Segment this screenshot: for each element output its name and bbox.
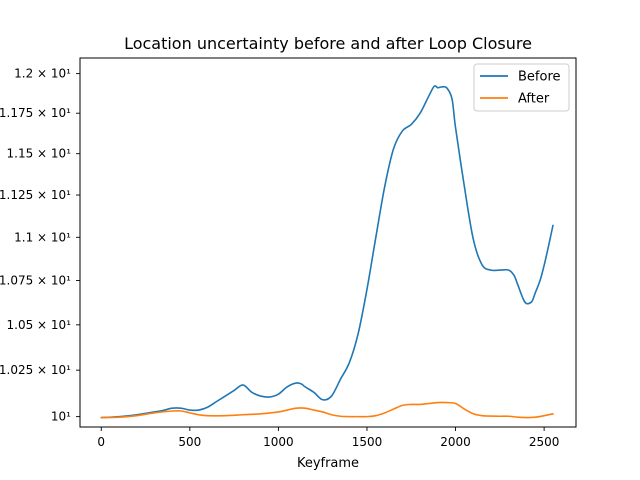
y-tick-label: 1.1 × 10¹ <box>14 230 71 244</box>
y-tick-label: 1.05 × 10¹ <box>7 318 72 332</box>
x-tick-label: 2000 <box>440 435 471 449</box>
y-tick-label: 1.075 × 10¹ <box>0 274 71 288</box>
y-tick-label: 1.2 × 10¹ <box>14 67 71 81</box>
y-tick-label: 1.125 × 10¹ <box>0 188 71 202</box>
x-axis-label: Keyframe <box>297 456 359 471</box>
series-line-after <box>100 401 554 419</box>
x-tick-label: 1500 <box>352 435 383 449</box>
x-tick-label: 0 <box>97 435 105 449</box>
plot-frame <box>79 57 577 428</box>
x-tick-label: 2500 <box>529 435 560 449</box>
y-tick-label: 1.15 × 10¹ <box>7 147 72 161</box>
legend-label-after: After <box>518 92 550 107</box>
x-tick-label: 500 <box>178 435 201 449</box>
y-tick-label: 10¹ <box>51 410 71 424</box>
legend-label-before: Before <box>518 70 561 85</box>
x-tick-label: 1000 <box>263 435 294 449</box>
chart-title: Location uncertainty before and after Lo… <box>124 34 532 53</box>
y-tick-label: 1.025 × 10¹ <box>0 363 71 377</box>
plot-area <box>79 57 577 428</box>
plot-background <box>80 58 576 427</box>
legend: Before After <box>473 63 570 112</box>
y-axis: 10¹ 1.025 × 10¹ 1.05 × 10¹ 1.075 × 10¹ 1.1 ×… <box>0 67 80 424</box>
series-line-before <box>100 85 554 419</box>
y-tick-label: 1.175 × 10¹ <box>0 106 71 120</box>
series-layer <box>100 85 554 419</box>
x-axis: 0 500 1000 1500 2000 2500 <box>97 427 559 449</box>
